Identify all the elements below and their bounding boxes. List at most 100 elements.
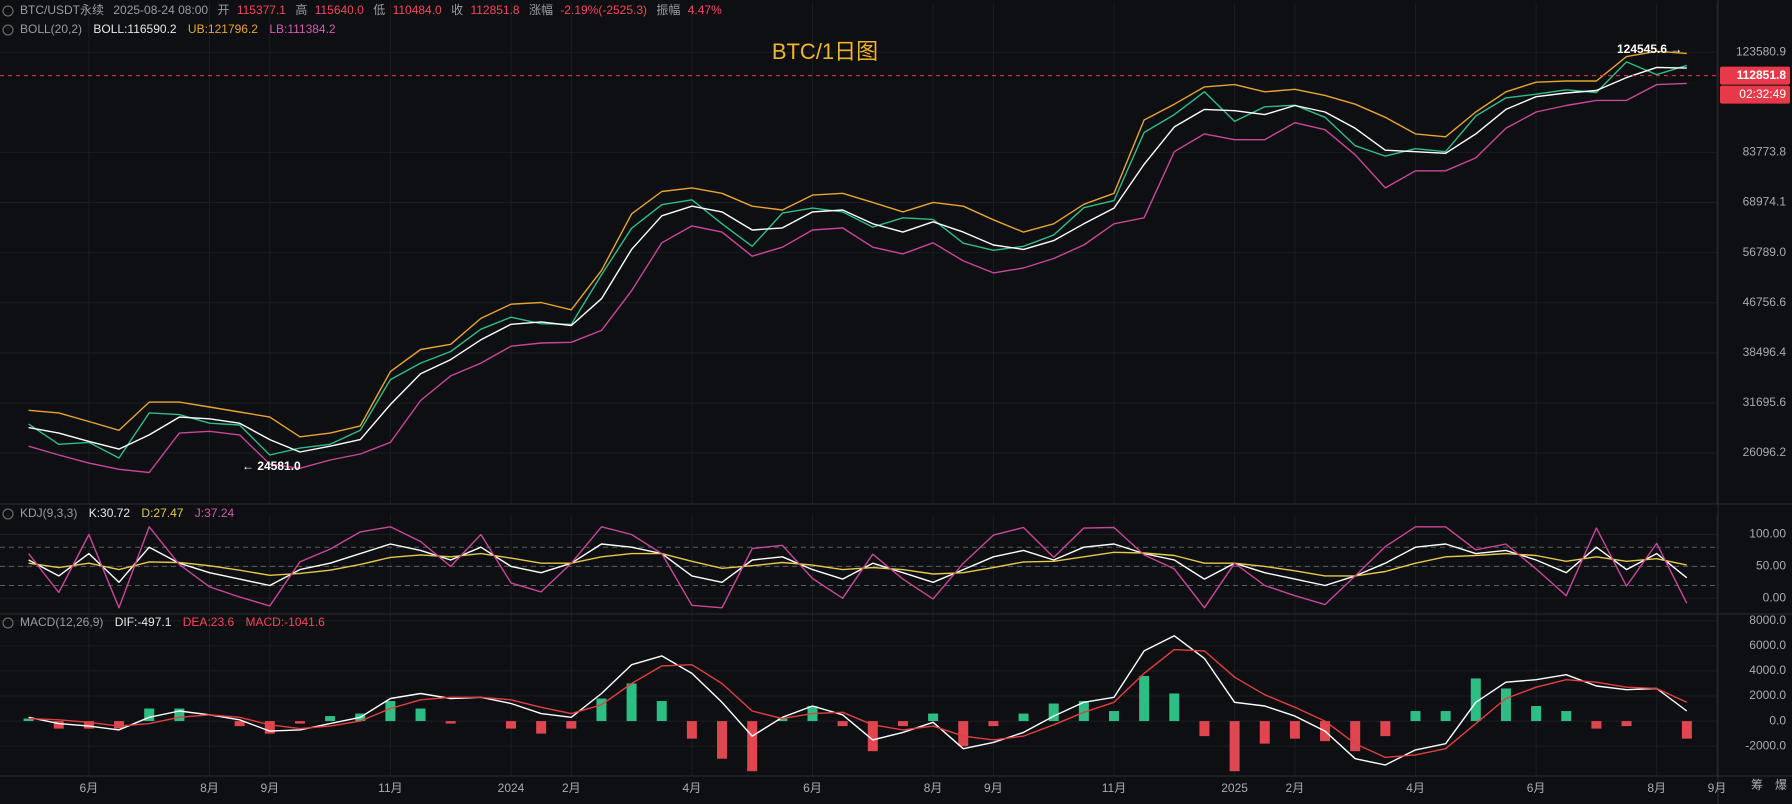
histogram-bar xyxy=(1289,721,1300,739)
y-tick-label: -2000.0 xyxy=(1745,738,1786,752)
histogram-bar xyxy=(837,721,848,727)
kdj-k: K:30.72 xyxy=(89,506,131,520)
boll-ub: UB:121796.2 xyxy=(188,22,258,36)
histogram-bar xyxy=(506,721,516,729)
macd-legend: MACD(12,26,9) DIF:-497.1 DEA:23.6 MACD:-… xyxy=(20,615,325,629)
close-label: 收 xyxy=(451,3,463,17)
high-annotation: 124545.6 → xyxy=(1617,42,1682,56)
histogram-bar xyxy=(686,721,697,739)
boll-name: BOLL(20,2) xyxy=(20,22,82,36)
x-tick-label: 2025 xyxy=(1221,781,1248,795)
histogram-bar xyxy=(536,721,547,734)
kdj-name: KDJ(9,3,3) xyxy=(20,506,77,520)
histogram-bar xyxy=(897,721,908,727)
x-tick-label: 4月 xyxy=(1406,781,1425,795)
symbol: BTC/USDT永续 xyxy=(20,3,104,17)
macd-hist: MACD:-1041.6 xyxy=(245,615,325,629)
histogram-bar xyxy=(1591,721,1602,729)
series-line xyxy=(28,543,1688,587)
histogram-bar xyxy=(1350,721,1361,752)
marks-layer xyxy=(0,50,1718,772)
low-annotation: ← 24581.0 xyxy=(242,459,301,473)
series-line xyxy=(28,526,1688,609)
collapse-toggle[interactable] xyxy=(2,5,14,17)
histogram-bar xyxy=(1018,713,1029,722)
y-tick-label: 56789.0 xyxy=(1743,245,1787,259)
side-button[interactable]: 筹 xyxy=(1751,778,1763,792)
histogram-bar xyxy=(1470,678,1481,722)
y-tick-label: 50.00 xyxy=(1756,559,1786,573)
boll-mid: BOLL:116590.2 xyxy=(93,22,177,36)
y-tick-label: 26096.2 xyxy=(1743,445,1787,459)
x-tick-label: 11月 xyxy=(1102,781,1126,795)
histogram-bar xyxy=(1169,693,1180,722)
histogram-bar xyxy=(717,721,728,759)
histogram-bar xyxy=(928,713,939,722)
histogram-bar xyxy=(1681,721,1692,739)
histogram-bar xyxy=(23,718,34,722)
histogram-bar xyxy=(626,683,637,722)
histogram-bar xyxy=(566,721,577,729)
boll-lb: LB:111384.2 xyxy=(269,22,336,36)
y-tick-label: 123580.9 xyxy=(1736,44,1786,58)
histogram-bar xyxy=(264,721,275,734)
x-tick-label: 8月 xyxy=(200,781,219,795)
y-tick-label: 68974.1 xyxy=(1743,195,1787,209)
histogram-bar xyxy=(144,708,155,722)
y-tick-label: 8000.0 xyxy=(1749,613,1786,627)
series-line xyxy=(28,50,1687,438)
histogram-bar xyxy=(1259,721,1270,744)
series-line xyxy=(28,648,1688,759)
series-line xyxy=(28,551,1687,577)
x-tick-label: 9月 xyxy=(984,781,1003,795)
histogram-bar xyxy=(1229,721,1240,772)
y-tick-label: 6000.0 xyxy=(1749,638,1786,652)
histogram-bar xyxy=(234,721,245,727)
y-tick-label: 100.00 xyxy=(1749,527,1786,541)
x-tick-label: 2月 xyxy=(562,781,581,795)
high-label: 高 xyxy=(295,2,307,17)
series-line xyxy=(28,82,1687,474)
header-line: BTC/USDT永续 2025-08-24 08:00 开 115377.1 高… xyxy=(20,2,722,17)
histogram-bar xyxy=(1621,721,1632,727)
macd-dea: DEA:23.6 xyxy=(183,615,235,629)
histogram-bar xyxy=(53,721,64,729)
kdj-legend: KDJ(9,3,3) K:30.72 D:27.47 J:37.24 xyxy=(20,506,234,520)
side-button[interactable]: 爆 xyxy=(1775,778,1787,792)
x-tick-label: 11月 xyxy=(378,781,402,795)
low: 110484.0 xyxy=(393,3,442,17)
histogram-bar xyxy=(1561,711,1572,722)
x-tick-label: 8月 xyxy=(1647,781,1666,795)
histogram-bar xyxy=(174,708,185,722)
macd-dif: DIF:-497.1 xyxy=(115,615,172,629)
histogram-bar xyxy=(415,708,426,722)
histogram-bar xyxy=(1380,721,1391,737)
countdown-box xyxy=(1720,85,1790,104)
indicator-toggle[interactable] xyxy=(2,24,14,36)
change-label: 涨幅 xyxy=(529,2,553,17)
histogram-bar xyxy=(294,721,305,724)
indicator-toggle[interactable] xyxy=(2,508,14,520)
current-price-label: 112851.8 xyxy=(1737,68,1787,82)
histogram-bar xyxy=(1109,711,1119,722)
histogram-bar xyxy=(1440,711,1451,722)
x-tick-label: 2024 xyxy=(498,781,525,795)
kdj-d: D:27.47 xyxy=(141,506,183,520)
x-tick-label: 6月 xyxy=(803,781,822,795)
histogram-bar xyxy=(325,716,336,722)
histogram-bar xyxy=(777,718,788,722)
open-label: 开 xyxy=(217,3,229,17)
change: -2.19%(-2525.3) xyxy=(560,3,647,17)
kdj-j: J:37.24 xyxy=(195,506,235,520)
amplitude-label: 振幅 xyxy=(656,2,680,17)
x-tick-label: 6月 xyxy=(80,781,99,795)
histogram-bar xyxy=(1410,711,1421,722)
x-tick-label: 4月 xyxy=(683,781,702,795)
x-tick-label: 2月 xyxy=(1286,781,1305,795)
histogram-bar xyxy=(1531,706,1542,722)
indicator-toggle[interactable] xyxy=(2,617,14,629)
histogram-bar xyxy=(1078,701,1089,722)
open: 115377.1 xyxy=(237,3,286,17)
macd-name: MACD(12,26,9) xyxy=(20,615,103,629)
